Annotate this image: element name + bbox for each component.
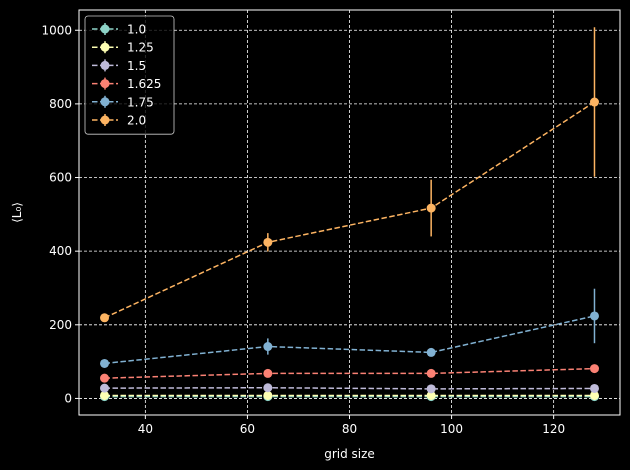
axis-ticks: 40 60 80 100 120 0 200 400 600 800 1000 — [41, 23, 565, 436]
data-point — [100, 373, 110, 383]
data-point — [263, 383, 273, 393]
x-tick-label: 40 — [138, 422, 153, 436]
data-point — [263, 390, 273, 400]
legend-label: 1.0 — [127, 23, 146, 37]
x-axis-label: grid size — [324, 447, 375, 461]
legend-item: 1.25 — [92, 41, 154, 55]
series-1.5 — [100, 383, 599, 394]
series-2.0 — [100, 27, 599, 323]
legend-marker — [100, 79, 110, 89]
x-tick-label: 60 — [240, 422, 255, 436]
legend-item: 1.0 — [92, 23, 146, 37]
legend-item: 2.0 — [92, 114, 146, 128]
legend-marker — [100, 115, 110, 125]
data-point — [589, 383, 599, 393]
legend-marker — [100, 42, 110, 52]
data-point — [263, 342, 273, 352]
data-point — [426, 203, 436, 213]
data-point — [426, 384, 436, 394]
legend: 1.0 1.25 1.5 1.625 1.75 2.0 — [84, 15, 175, 135]
legend-label: 1.75 — [127, 95, 154, 109]
data-point — [426, 368, 436, 378]
series-line — [104, 315, 595, 365]
y-tick-label: 1000 — [41, 23, 72, 37]
data-point — [100, 358, 110, 368]
series-line — [104, 101, 595, 319]
y-tick-label: 800 — [49, 97, 72, 111]
legend-item: 1.625 — [92, 77, 161, 91]
series-1.625 — [100, 364, 599, 383]
grid — [79, 10, 620, 415]
data-point — [589, 364, 599, 374]
data-point — [100, 390, 110, 400]
x-tick-label: 120 — [542, 422, 565, 436]
series-layer — [100, 27, 599, 402]
y-tick-label: 200 — [49, 318, 72, 332]
series-1.75 — [100, 288, 599, 368]
legend-item: 1.5 — [92, 59, 146, 73]
legend-label: 1.625 — [127, 77, 161, 91]
series-line — [104, 386, 595, 390]
y-axis-label: ⟨L₀⟩ — [10, 202, 24, 223]
data-point — [263, 368, 273, 378]
data-point — [589, 390, 599, 400]
series-line — [104, 367, 595, 379]
legend-item: 1.75 — [92, 95, 154, 109]
legend-label: 2.0 — [127, 114, 146, 128]
data-point — [426, 390, 436, 400]
legend-marker — [100, 24, 110, 34]
data-point — [589, 311, 599, 321]
data-point — [589, 97, 599, 107]
legend-marker — [100, 60, 110, 70]
x-tick-label: 100 — [440, 422, 463, 436]
x-tick-label: 80 — [342, 422, 357, 436]
data-point — [100, 383, 110, 393]
legend-marker — [100, 97, 110, 107]
y-tick-label: 0 — [64, 391, 72, 405]
data-point — [100, 313, 110, 323]
series-1.25 — [100, 390, 599, 400]
data-point — [263, 237, 273, 247]
data-point — [426, 347, 436, 357]
legend-label: 1.5 — [127, 59, 146, 73]
y-tick-label: 400 — [49, 244, 72, 258]
legend-label: 1.25 — [127, 41, 154, 55]
y-tick-label: 600 — [49, 171, 72, 185]
